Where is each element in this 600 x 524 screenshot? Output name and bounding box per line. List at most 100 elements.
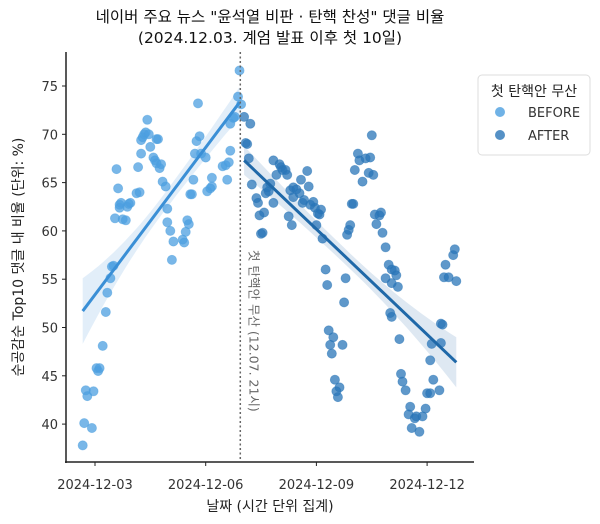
data-point-before	[166, 254, 177, 265]
data-point-after	[392, 281, 403, 292]
y-tick-label: 75	[41, 80, 58, 95]
data-point-after	[368, 169, 379, 180]
y-ticks: 40 45 50 55 60 65 70 75	[41, 80, 66, 433]
data-point-before	[125, 197, 136, 208]
regression-line-after	[243, 159, 458, 364]
data-point-after	[377, 227, 388, 238]
legend-label-before: BEFORE	[528, 106, 580, 121]
data-point-after	[428, 374, 439, 385]
x-tick-label: 2024-12-06	[168, 478, 244, 493]
y-tick-label: 50	[41, 322, 58, 337]
data-point-before	[225, 145, 236, 156]
data-point-before	[192, 98, 203, 109]
data-point-after	[302, 165, 313, 176]
data-point-before	[86, 422, 97, 433]
data-point-after	[449, 244, 460, 255]
data-point-after	[397, 376, 408, 387]
data-point-before	[152, 134, 163, 145]
data-point-after	[437, 319, 448, 330]
data-point-before	[142, 114, 153, 125]
data-point-before	[179, 237, 190, 248]
data-point-before	[100, 306, 111, 317]
legend-marker-before	[495, 107, 505, 117]
x-tick-label: 2024-12-03	[57, 478, 133, 493]
y-tick-label: 65	[41, 177, 58, 192]
data-point-after	[322, 279, 333, 290]
data-point-after	[283, 211, 294, 222]
data-point-before	[168, 236, 179, 247]
data-point-after	[386, 311, 397, 322]
chart-title-line1: 네이버 주요 뉴스 "윤석열 비판 · 탄핵 찬성" 댓글 비율	[96, 8, 445, 26]
data-point-after	[295, 174, 306, 185]
y-tick-label: 40	[41, 418, 58, 433]
data-point-before	[162, 203, 173, 214]
data-point-after	[294, 188, 305, 199]
legend: 첫 탄핵안 무산 BEFORE AFTER	[477, 74, 591, 156]
data-point-before	[120, 215, 131, 226]
data-point-after	[315, 204, 326, 215]
y-tick-label: 70	[41, 128, 58, 143]
legend-title: 첫 탄핵안 무산	[491, 84, 577, 100]
data-point-after	[328, 332, 339, 343]
data-point-before	[156, 159, 167, 170]
data-point-before	[200, 152, 211, 163]
data-point-before	[194, 131, 205, 142]
data-point-before	[165, 225, 176, 236]
data-point-after	[282, 169, 293, 180]
data-point-before	[188, 174, 199, 185]
data-point-after	[339, 297, 350, 308]
legend-box	[477, 74, 591, 156]
data-point-before	[222, 174, 233, 185]
y-tick-label: 45	[41, 370, 58, 385]
data-point-after	[425, 388, 436, 399]
data-point-after	[366, 130, 377, 141]
data-point-after	[242, 138, 253, 149]
data-point-before	[111, 164, 122, 175]
regression-line-before	[81, 101, 241, 312]
data-point-after	[268, 197, 279, 208]
x-tick-label: 2024-12-12	[389, 478, 465, 493]
data-point-before	[77, 440, 88, 451]
y-tick-label: 55	[41, 273, 58, 288]
legend-marker-after	[495, 130, 505, 140]
ci-band-before	[82, 87, 240, 344]
data-point-after	[348, 198, 359, 209]
data-point-after	[451, 276, 462, 287]
regression-lines	[81, 101, 458, 364]
y-tick-label: 60	[41, 225, 58, 240]
data-point-after	[434, 385, 445, 396]
data-point-after	[337, 339, 348, 350]
data-point-before	[206, 172, 217, 183]
data-point-before	[143, 129, 154, 140]
data-point-after	[400, 385, 411, 396]
data-point-before	[134, 187, 145, 198]
data-point-after	[340, 273, 351, 284]
data-point-after	[239, 111, 250, 122]
event-annotation: 첫 탄핵안 무산 (12.07. 21시)	[246, 250, 261, 412]
data-point-before	[133, 162, 144, 173]
data-point-after	[326, 348, 337, 359]
data-point-after	[440, 259, 451, 270]
data-point-after	[286, 220, 297, 231]
data-point-after	[255, 228, 266, 239]
data-point-after	[375, 207, 386, 218]
legend-label-after: AFTER	[528, 129, 569, 144]
data-point-after	[391, 270, 402, 281]
data-point-after	[371, 219, 382, 230]
data-point-before	[79, 418, 90, 429]
data-point-before	[162, 217, 173, 228]
data-point-after	[365, 152, 376, 163]
data-point-after	[303, 181, 314, 192]
data-point-before	[113, 183, 124, 194]
data-point-after	[394, 334, 405, 345]
data-point-after	[349, 164, 360, 175]
data-point-after	[332, 392, 343, 403]
data-point-before	[97, 340, 108, 351]
data-point-before	[160, 181, 171, 192]
x-ticks: 2024-12-03 2024-12-06 2024-12-09 2024-12-12	[57, 462, 465, 493]
data-point-after	[320, 264, 331, 275]
data-point-after	[329, 374, 340, 385]
data-point-after	[420, 403, 431, 414]
data-point-before	[136, 148, 147, 159]
